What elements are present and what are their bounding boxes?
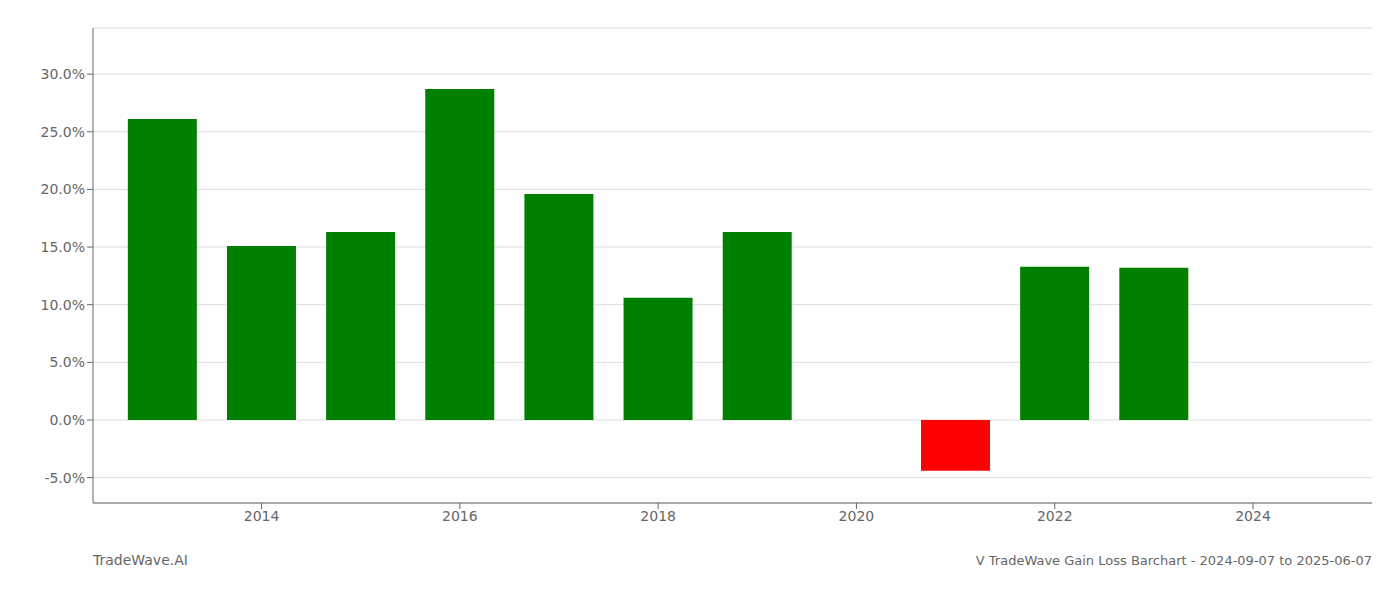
svg-text:25.0%: 25.0% [41, 124, 85, 140]
svg-text:2016: 2016 [442, 508, 478, 524]
svg-text:20.0%: 20.0% [41, 181, 85, 197]
svg-text:30.0%: 30.0% [41, 66, 85, 82]
svg-text:2014: 2014 [244, 508, 280, 524]
svg-text:2024: 2024 [1235, 508, 1271, 524]
svg-text:15.0%: 15.0% [41, 239, 85, 255]
html-text:V TradeWave Gain Loss Barchart: V TradeWave Gain Loss Barchart - 2024-09… [975, 553, 1372, 568]
svg-text:2020: 2020 [839, 508, 875, 524]
svg-text:10.0%: 10.0% [41, 297, 85, 313]
svg-text:0.0%: 0.0% [49, 412, 85, 428]
svg-text:2022: 2022 [1037, 508, 1073, 524]
html-text:TradeWave.AI: TradeWave.AI [93, 552, 188, 568]
svg-text:-5.0%: -5.0% [44, 470, 85, 486]
svg-text:2018: 2018 [640, 508, 676, 524]
svg-text:5.0%: 5.0% [49, 354, 85, 370]
